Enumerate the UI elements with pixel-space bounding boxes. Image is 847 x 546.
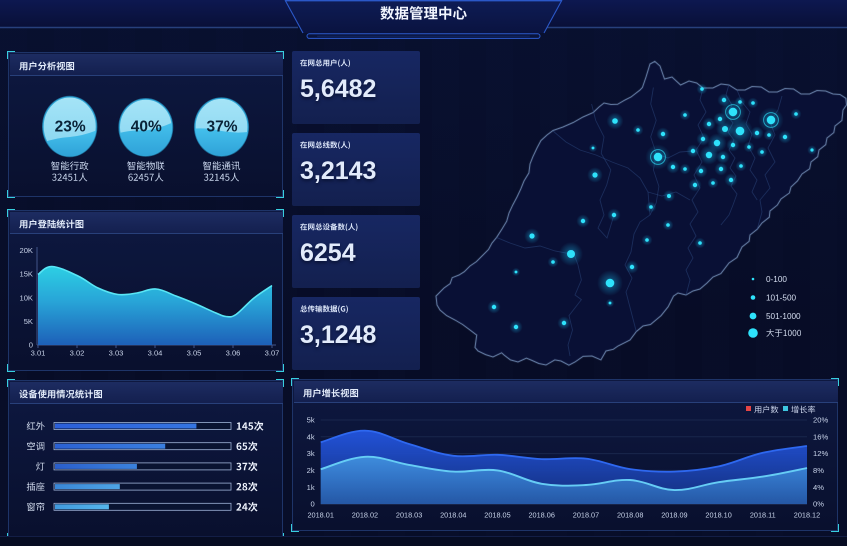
svg-text:3.07: 3.07 xyxy=(265,349,280,358)
svg-text:2018.03: 2018.03 xyxy=(396,511,422,520)
svg-text:101-500: 101-500 xyxy=(766,294,796,303)
svg-text:3.06: 3.06 xyxy=(226,349,241,358)
svg-text:5K: 5K xyxy=(24,317,33,326)
svg-text:20%: 20% xyxy=(813,416,828,425)
svg-text:2018.07: 2018.07 xyxy=(573,511,599,520)
svg-text:1k: 1k xyxy=(307,483,315,492)
svg-text:5k: 5k xyxy=(307,416,315,425)
svg-text:0%: 0% xyxy=(813,500,824,509)
svg-text:2018.08: 2018.08 xyxy=(617,511,643,520)
svg-text:2018.05: 2018.05 xyxy=(484,511,510,520)
svg-text:37%: 37% xyxy=(206,119,237,136)
svg-text:8%: 8% xyxy=(813,466,824,475)
svg-text:40%: 40% xyxy=(131,119,162,136)
svg-text:0: 0 xyxy=(310,500,314,509)
svg-text:3k: 3k xyxy=(307,449,315,458)
svg-text:23%: 23% xyxy=(55,119,86,136)
svg-text:3.05: 3.05 xyxy=(187,349,202,358)
svg-text:2018.06: 2018.06 xyxy=(529,511,555,520)
svg-text:10K: 10K xyxy=(19,293,33,302)
svg-text:2018.02: 2018.02 xyxy=(352,511,378,520)
svg-text:3.02: 3.02 xyxy=(70,349,85,358)
svg-text:0: 0 xyxy=(29,341,33,350)
svg-text:2018.11: 2018.11 xyxy=(750,511,776,520)
svg-text:3.01: 3.01 xyxy=(31,349,46,358)
svg-text:3.04: 3.04 xyxy=(148,349,163,358)
svg-text:501-1000: 501-1000 xyxy=(766,312,801,321)
svg-text:12%: 12% xyxy=(813,449,828,458)
svg-text:2018.04: 2018.04 xyxy=(440,511,466,520)
svg-text:15K: 15K xyxy=(19,270,33,279)
svg-text:2018.10: 2018.10 xyxy=(705,511,731,520)
svg-text:20K: 20K xyxy=(19,246,33,255)
svg-text:0-100: 0-100 xyxy=(766,275,787,284)
svg-text:2018.12: 2018.12 xyxy=(794,511,820,520)
svg-text:4%: 4% xyxy=(813,483,824,492)
svg-text:16%: 16% xyxy=(813,432,828,441)
svg-text:2018.01: 2018.01 xyxy=(308,511,334,520)
svg-text:3.03: 3.03 xyxy=(109,349,124,358)
svg-text:4k: 4k xyxy=(307,432,315,441)
svg-text:2k: 2k xyxy=(307,466,315,475)
svg-text:2018.09: 2018.09 xyxy=(661,511,687,520)
